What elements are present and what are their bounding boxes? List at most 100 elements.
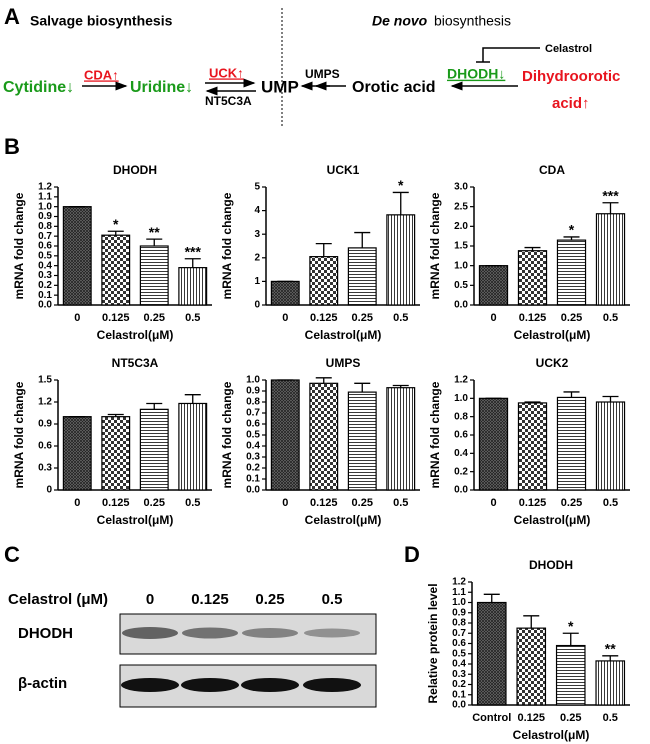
y-axis-label: mRNA fold change (12, 192, 26, 299)
y-axis-label: mRNA fold change (220, 381, 234, 488)
y-axis-label: mRNA fold change (220, 192, 234, 299)
y-tick-label: 1.2 (38, 182, 52, 193)
y-tick-label: 0 (254, 300, 260, 311)
y-tick-label: 1.0 (452, 597, 466, 608)
error-bar (483, 593, 500, 603)
error-bar (602, 655, 619, 661)
bar-chart: NT5C3A 0 0.3 0.6 0.9 1.2 1.5 mRNA fold change Ce… (12, 356, 212, 527)
x-tick-label: 0.5 (185, 497, 200, 509)
section-title: Salvage biosynthesis (30, 13, 173, 29)
x-tick-label: 0.125 (102, 312, 130, 324)
x-tick-label: 0 (282, 312, 288, 324)
significance: *** (185, 243, 202, 259)
y-tick-label: 0.5 (454, 280, 468, 291)
x-tick-label: 0.125 (519, 312, 547, 324)
inhibition (476, 47, 540, 63)
bar (517, 402, 548, 491)
error-bar (107, 230, 124, 236)
y-tick-label: 1.0 (454, 260, 468, 271)
x-tick-label: 0.25 (560, 712, 581, 724)
x-tick-label: 0.5 (603, 712, 618, 724)
x-axis-label: Celastrol(μM) (97, 328, 174, 342)
x-axis-label: Celastrol(μM) (97, 513, 174, 527)
lane-label: 0.5 (322, 591, 343, 608)
y-axis-label: Relative protein level (426, 583, 440, 703)
error-bar (184, 394, 201, 404)
error-bar (563, 391, 580, 398)
enzyme: UMPS (305, 67, 340, 81)
bar (101, 416, 131, 491)
y-tick-label: 1.1 (38, 191, 52, 202)
y-tick-label: 0.3 (38, 270, 52, 281)
enzyme: UCK↑ (209, 65, 244, 80)
y-tick-label: 0.5 (246, 430, 260, 441)
error-bar (146, 402, 163, 410)
bar-chart: CDA 0.0 0.5 1.0 1.5 2.0 2.5 3.0 mRNA fold change… (428, 163, 630, 342)
chart-title: DHODH (529, 558, 573, 572)
bar (139, 245, 169, 306)
y-tick-label: 1.0 (454, 393, 468, 404)
y-tick-label: 1.2 (454, 375, 468, 386)
x-tick-label: 0.25 (352, 497, 373, 509)
row-label: β-actin (18, 675, 67, 692)
error-bar (602, 395, 619, 402)
bar (478, 397, 509, 491)
y-tick-label: 0.5 (38, 250, 52, 261)
bar (347, 391, 377, 491)
pathway: Salvage biosynthesis De novo biosynthesi… (3, 8, 620, 128)
y-tick-label: 0.1 (452, 689, 466, 700)
error-bar (184, 258, 201, 268)
y-tick-label: 0.7 (246, 408, 260, 419)
significance: * (569, 222, 575, 238)
x-tick-label: 0.5 (185, 312, 200, 324)
bar (270, 280, 300, 306)
x-tick-label: 0 (74, 497, 80, 509)
lane-label: 0.25 (255, 591, 284, 608)
bar (178, 267, 208, 306)
y-tick-label: 2 (254, 252, 260, 263)
bar-chart: DHODH0.00.10.20.30.40.50.60.70.80.91.01.… (12, 163, 212, 342)
y-tick-label: 3.0 (454, 182, 468, 193)
bar (555, 644, 586, 706)
y-tick-label: 0.2 (452, 679, 466, 690)
y-tick-label: 0.8 (454, 411, 468, 422)
bar (476, 601, 507, 706)
band (182, 627, 238, 639)
x-axis-label: Celastrol(μM) (514, 328, 591, 342)
y-tick-label: 0.1 (38, 290, 52, 301)
x-tick-label: 0.125 (310, 497, 338, 509)
bar (62, 206, 92, 306)
x-tick-label: 0 (74, 312, 80, 324)
panel-label: C (4, 542, 20, 567)
chart-title: UMPS (326, 356, 361, 370)
y-tick-label: 0.6 (38, 241, 52, 252)
y-tick-label: 0.9 (246, 386, 260, 397)
x-tick-label: 0.125 (310, 312, 338, 324)
lane-label: 0 (146, 591, 154, 608)
error-bar (146, 238, 163, 246)
y-tick-label: 0.4 (454, 448, 468, 459)
bar (386, 387, 416, 491)
error-bar (563, 236, 580, 241)
y-tick-label: 2.0 (454, 221, 468, 232)
section-title: De novo (372, 13, 428, 29)
y-tick-label: 0.5 (452, 648, 466, 659)
y-tick-label: 1.2 (38, 397, 52, 408)
x-tick-label: 0.125 (517, 712, 545, 724)
error-bar (562, 632, 579, 646)
error-bar (524, 246, 541, 251)
significance: * (113, 216, 119, 232)
section-title: biosynthesis (434, 13, 511, 29)
bar (309, 256, 339, 306)
y-axis-label: mRNA fold change (428, 381, 442, 488)
panel-label: A (4, 4, 20, 29)
y-tick-label: 0.6 (452, 638, 466, 649)
chart-title: UCK1 (327, 163, 360, 177)
y-tick-label: 0.4 (38, 260, 52, 271)
error-bar (524, 401, 541, 403)
metabolite: Cytidine↓ (3, 79, 74, 96)
band (241, 678, 299, 692)
row-label: DHODH (18, 625, 73, 642)
bar-chart: UCK2 0.0 0.2 0.4 0.6 0.8 1.0 1.2 mRNA fold chang… (428, 356, 630, 527)
